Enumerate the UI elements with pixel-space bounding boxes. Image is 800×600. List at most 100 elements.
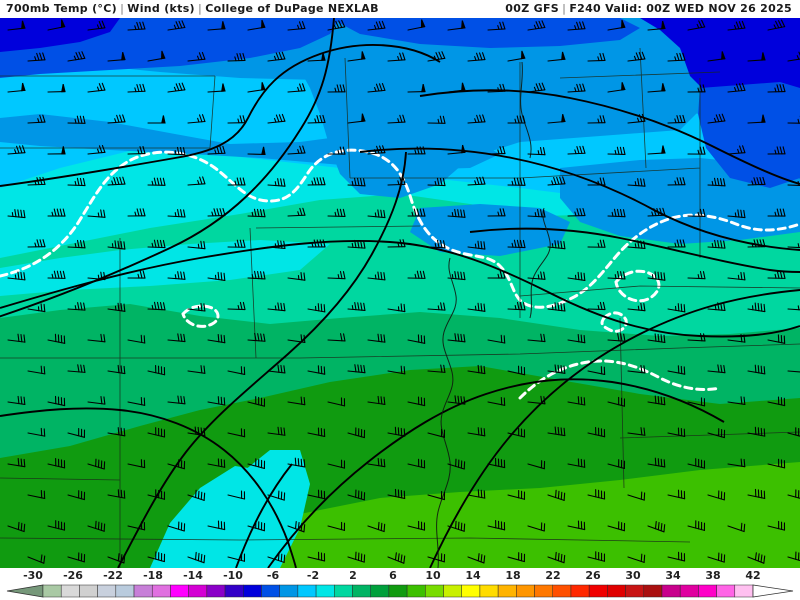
header-source-label: College of DuPage NEXLAB: [205, 2, 379, 15]
wind-barb: [7, 521, 26, 533]
colorbar-label-26: 26: [585, 569, 601, 582]
wind-barb: [467, 52, 486, 62]
colorbar-swatch-2: [79, 584, 98, 598]
wind-barb: [107, 240, 126, 250]
river-east-trace: [529, 207, 551, 319]
wind-barb: [527, 333, 546, 343]
colorbar-swatch-0: [42, 584, 62, 598]
wind-barb: [27, 52, 46, 62]
wind-barb: [47, 83, 66, 93]
wind-barb: [27, 365, 46, 375]
wind-barb: [667, 427, 686, 437]
wind-barb: [427, 490, 446, 501]
wind-barb: [387, 488, 406, 499]
wind-barb: [187, 365, 206, 374]
wind-barb: [427, 364, 446, 373]
wind-barb: [227, 239, 246, 248]
map-canvas[interactable]: [0, 18, 800, 568]
river-mississippi-trace: [436, 257, 457, 568]
colorbar-swatch-20: [406, 584, 426, 598]
wind-barb: [207, 458, 226, 468]
wind-barb: [407, 396, 426, 407]
wind-barb: [367, 333, 386, 343]
colorbar-swatch-21: [425, 584, 444, 598]
colorbar-swatch-30: [588, 584, 608, 598]
wind-barb: [747, 176, 766, 186]
wind-barb: [327, 270, 346, 280]
colorbar-swatch-9: [206, 584, 226, 598]
colorbar-swatch-5: [133, 584, 153, 598]
wind-barb: [147, 50, 166, 62]
state-border-ne-long: [419, 89, 800, 185]
wind-barb: [407, 520, 426, 531]
wind-barb: [687, 208, 706, 217]
wind-barb: [407, 334, 426, 344]
wind-barb: [627, 51, 646, 62]
wind-barb: [727, 522, 746, 533]
wind-barb: [487, 83, 506, 93]
wind-barb: [507, 552, 526, 563]
wind-barb: [47, 458, 66, 469]
county-lines-nc: [344, 57, 521, 318]
colorbar-swatch-26: [516, 584, 535, 598]
wind-barb: [767, 19, 786, 31]
wind-barb: [387, 176, 406, 186]
wind-barb: [727, 458, 746, 468]
wind-barb: [747, 302, 766, 313]
colorbar-swatch-7: [170, 584, 189, 598]
temp-band-blue-patch-central: [300, 68, 700, 198]
wind-barb: [187, 51, 206, 62]
wind-barb: [387, 365, 406, 375]
wind-barb: [347, 301, 366, 311]
colorbar-label-neg26: -26: [63, 569, 83, 582]
wind-barb: [347, 427, 366, 439]
colorbar-swatch-6: [151, 584, 171, 598]
wind-barb: [227, 177, 246, 186]
wind-barb: [587, 115, 606, 124]
wind-barb: [227, 552, 246, 562]
wind-barb: [107, 52, 126, 62]
colorbar-label-6: 6: [389, 569, 397, 582]
wind-barb: [27, 239, 46, 248]
wind-barb: [487, 457, 506, 469]
colorbar-swatch-24: [479, 584, 499, 598]
colorbar-swatch-38: [734, 584, 754, 598]
header-left-title: 700mb Temp (°C) | Wind (kts) | College of Du…: [6, 2, 379, 15]
wind-barb: [707, 364, 726, 374]
colorbar-label-38: 38: [705, 569, 721, 582]
colorbar-swatch-10: [224, 584, 244, 598]
colorbar-label-34: 34: [665, 569, 681, 582]
wind-barb: [547, 114, 566, 124]
wind-barb: [167, 82, 186, 93]
wind-barb: [307, 114, 326, 124]
wind-barb: [547, 426, 566, 437]
wind-barb: [247, 458, 266, 469]
wind-barb: [347, 489, 366, 501]
wind-barb: [287, 207, 306, 217]
colorbar-label-22: 22: [545, 569, 561, 582]
colorbar-label-30: 30: [625, 569, 641, 582]
wind-barb: [7, 209, 26, 219]
wind-barb: [627, 364, 646, 374]
wind-barb: [567, 396, 586, 406]
wind-barb: [207, 145, 226, 155]
wind-barb: [687, 458, 706, 469]
wind-barb: [527, 20, 546, 31]
wind-barb: [167, 209, 186, 218]
wind-barb: [167, 271, 186, 280]
wind-barb: [67, 239, 86, 249]
wind-barb: [107, 114, 126, 124]
wind-barb: [487, 208, 506, 217]
wind-barb: [147, 427, 166, 438]
wind-barb: [307, 303, 326, 313]
wind-barb: [167, 521, 186, 532]
zero-isotherm-small-loop: [181, 304, 220, 328]
wind-barb: [187, 176, 206, 186]
wind-barb: [547, 176, 566, 186]
wind-barb: [787, 370, 800, 373]
colorbar-over-arrow: [752, 584, 794, 598]
wind-barb: [187, 302, 206, 312]
wind-barb: [347, 364, 366, 374]
wind-barb: [527, 82, 546, 93]
wind-barb: [447, 458, 466, 470]
